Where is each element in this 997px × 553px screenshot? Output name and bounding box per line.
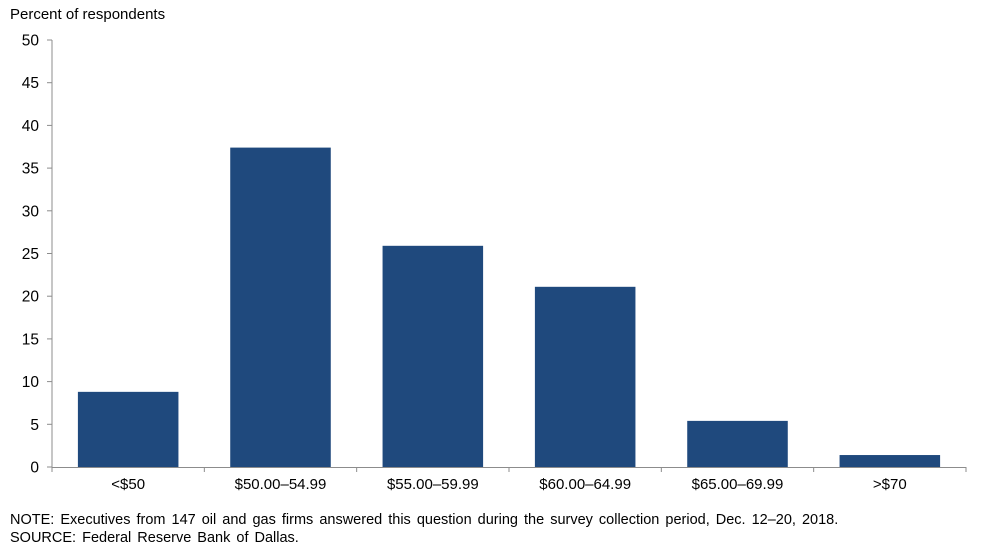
x-tick-label-3: $60.00–64.99 [539,476,631,493]
x-tick-label-5: >$70 [873,476,907,493]
axes-group [47,39,967,472]
source-text: SOURCE: Federal Reserve Bank of Dallas. [10,530,299,546]
x-tick-labels: <$50 $50.00–54.99 $55.00–59.99 $60.00–64.99… [111,476,906,493]
bar-0 [77,391,179,467]
bar-3 [534,286,636,467]
x-tick-label-1: $50.00–54.99 [235,476,327,493]
x-tick-label-4: $65.00–69.99 [692,476,784,493]
bars-group [77,147,941,467]
y-tick-label-0: 0 [30,460,39,477]
y-tick-label-5: 25 [22,246,39,263]
y-tick-labels: 0 5 10 15 20 25 30 35 40 45 50 [22,33,40,477]
bar-4 [687,420,788,467]
note-text: NOTE: Executives from 147 oil and gas fi… [10,512,839,528]
y-tick-label-9: 45 [22,75,39,92]
y-tick-label-6: 30 [22,203,40,220]
y-tick-label-7: 35 [22,161,39,178]
bar-5 [839,455,941,467]
y-axis-title: Percent of respondents [10,6,166,23]
x-tick-label-0: <$50 [111,476,145,493]
y-tick-label-3: 15 [22,331,39,348]
y-tick-label-8: 40 [22,118,40,135]
bar-1 [230,147,331,467]
bar-2 [382,245,484,467]
y-tick-label-2: 10 [22,374,40,391]
y-tick-label-1: 5 [30,417,39,434]
y-tick-label-10: 50 [22,33,40,50]
y-tick-label-4: 20 [22,289,40,306]
x-tick-label-2: $55.00–59.99 [387,476,479,493]
